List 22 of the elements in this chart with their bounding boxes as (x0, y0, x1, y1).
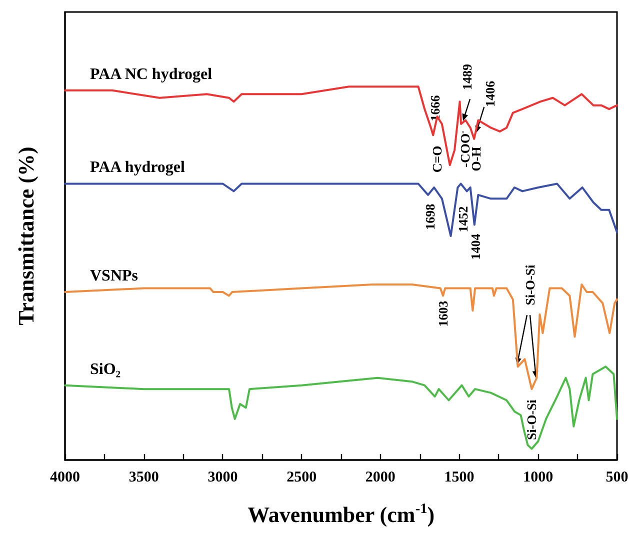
annotation: 1452 (455, 206, 470, 232)
series-label: SiO₂ (90, 360, 121, 378)
y-axis-title: Transmittance (%) (14, 146, 38, 326)
annotation: C=O (430, 146, 445, 173)
x-tick-label: 4000 (50, 470, 80, 486)
x-tick-label: 1500 (444, 470, 474, 486)
x-tick-label: 2000 (365, 470, 396, 486)
series-label: PAA hydrogel (90, 159, 186, 176)
x-tick-label: 2500 (286, 470, 317, 486)
annotation: Si-O-Si (524, 399, 540, 440)
x-tick-label: 500 (606, 470, 628, 486)
annotation: 1698 (422, 203, 438, 230)
series-label: VSNPs (90, 268, 138, 284)
x-tick-label: 1000 (523, 470, 554, 486)
annotation: 1404 (468, 233, 483, 260)
annotation: 1489 (460, 64, 475, 90)
annotation: 1406 (482, 80, 498, 107)
x-tick-label: 3000 (208, 470, 238, 486)
annotation: Si-O-Si (522, 264, 538, 306)
x-tick-label: 3500 (128, 470, 159, 486)
series-label: PAA NC hydrogel (90, 66, 213, 83)
annotation: 1603 (436, 300, 451, 327)
